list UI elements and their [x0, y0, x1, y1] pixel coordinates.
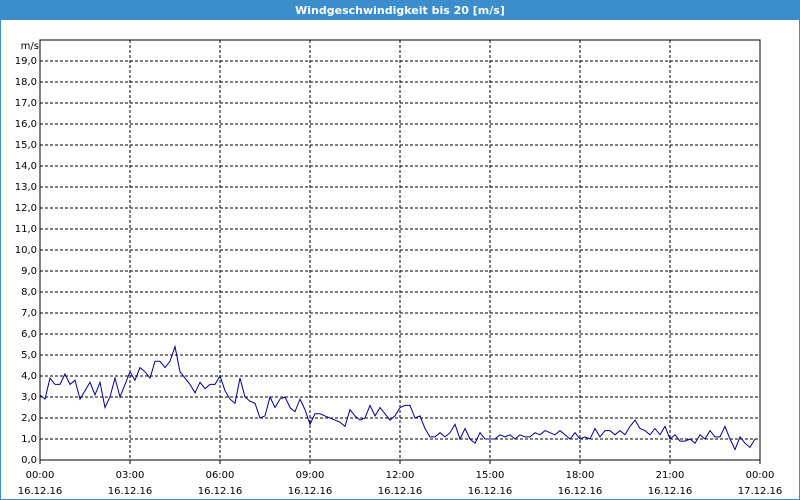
y-tick-label: 19,0	[15, 56, 37, 67]
x-tick-label: 03:00	[116, 470, 145, 481]
y-tick-label: 13,0	[15, 182, 37, 193]
x-tick-label: 21:00	[656, 470, 685, 481]
y-tick-label: 14,0	[15, 161, 37, 172]
y-unit: m/s	[21, 41, 39, 52]
x-tick-label: 18:00	[566, 470, 595, 481]
y-tick-label: 15,0	[15, 140, 37, 151]
x-tick-date: 16.12.16	[18, 486, 63, 497]
x-tick-date: 16.12.16	[468, 486, 513, 497]
y-tick-label: 2,0	[21, 413, 37, 424]
x-tick-date: 17.12.16	[738, 486, 783, 497]
y-tick-label: 10,0	[15, 245, 37, 256]
y-tick-label: 16,0	[15, 119, 37, 130]
x-tick-label: 00:00	[746, 470, 775, 481]
y-tick-label: 7,0	[21, 308, 37, 319]
x-tick-date: 16.12.16	[108, 486, 153, 497]
y-tick-label: 3,0	[21, 392, 37, 403]
y-tick-label: 18,0	[15, 77, 37, 88]
x-tick-date: 16.12.16	[648, 486, 693, 497]
y-tick-label: 9,0	[21, 266, 37, 277]
x-tick-date: 16.12.16	[288, 486, 333, 497]
y-tick-label: 6,0	[21, 329, 37, 340]
x-tick-date: 16.12.16	[378, 486, 423, 497]
y-tick-label: 4,0	[21, 371, 37, 382]
x-tick-label: 00:00	[26, 470, 55, 481]
x-tick-date: 16.12.16	[558, 486, 603, 497]
y-tick-label: 17,0	[15, 98, 37, 109]
plot-border	[39, 39, 761, 461]
y-tick-label: 1,0	[21, 434, 37, 445]
x-tick-label: 15:00	[476, 470, 505, 481]
y-tick-label: 5,0	[21, 350, 37, 361]
y-tick-label: 8,0	[21, 287, 37, 298]
y-tick-label: 0,0	[21, 455, 37, 466]
x-tick-label: 12:00	[386, 470, 415, 481]
x-tick-label: 06:00	[206, 470, 235, 481]
y-tick-label: 12,0	[15, 203, 37, 214]
x-tick-date: 16.12.16	[198, 486, 243, 497]
data-line	[39, 344, 756, 451]
title-bar: Windgeschwindigkeit bis 20 [m/s]	[1, 1, 799, 20]
x-tick-label: 09:00	[296, 470, 325, 481]
y-tick-label: 11,0	[15, 224, 37, 235]
